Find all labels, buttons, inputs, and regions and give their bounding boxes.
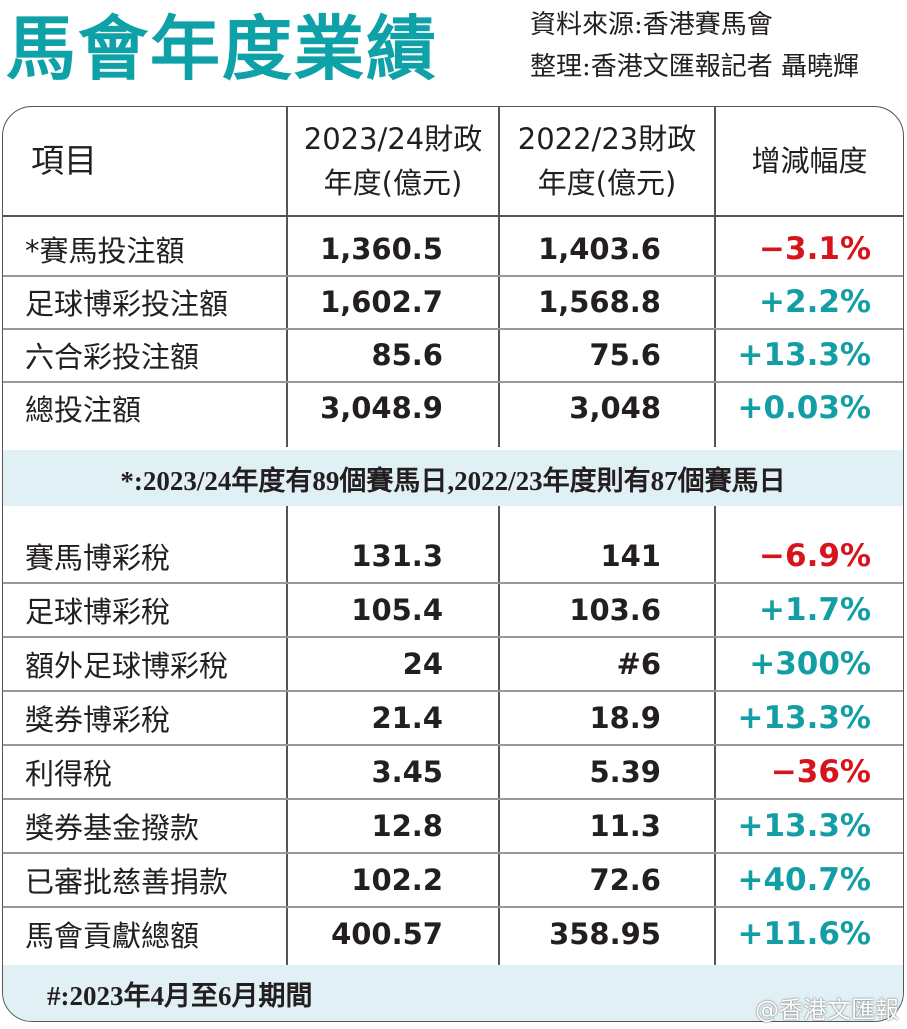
value-2023-24: 24 (402, 646, 443, 681)
compiler-note: 整理:香港文匯報記者 聶曉輝 (530, 52, 860, 82)
item-name: 馬會貢獻總額 (25, 918, 200, 953)
value-2022-23: 11.3 (589, 808, 661, 843)
table-row: 總投注額 3,048.9 3,048 +0.03% (3, 381, 903, 434)
value-2023-24: 12.8 (371, 808, 443, 843)
table-row: *賽馬投注額 1,360.5 1,403.6 −3.1% (3, 222, 903, 275)
change-value: −3.1% (759, 230, 871, 267)
item-name: 獎券基金撥款 (25, 810, 200, 845)
value-2023-24: 21.4 (371, 700, 443, 735)
value-2022-23: 103.6 (569, 592, 661, 627)
item-name: 總投注額 (25, 392, 142, 427)
table-row: 六合彩投注額 85.6 75.6 +13.3% (3, 328, 903, 381)
change-value: −6.9% (759, 537, 871, 574)
item-name: *賽馬投注額 (25, 233, 185, 268)
header-2023-24: 2023/24財政 年度(億元) (303, 122, 483, 200)
table-row: 賽馬博彩稅 131.3 141 −6.9% (3, 529, 903, 582)
source-note: 資料來源:香港賽馬會 (530, 10, 773, 40)
table-row: 利得稅 3.45 5.39 −36% (3, 745, 903, 798)
value-2023-24: 102.2 (351, 862, 443, 897)
item-name: 利得稅 (25, 756, 113, 791)
value-2022-23: 72.6 (589, 862, 661, 897)
item-name: 額外足球博彩稅 (25, 648, 229, 683)
change-value: −36% (770, 753, 871, 790)
value-2023-24: 400.57 (331, 916, 443, 951)
header-change: 增減幅度 (751, 144, 868, 178)
value-2023-24: 105.4 (351, 592, 443, 627)
value-2022-23: 358.95 (549, 916, 661, 951)
change-value: +40.7% (737, 861, 871, 898)
value-2022-23: 75.6 (589, 337, 661, 372)
value-2023-24: 131.3 (351, 538, 443, 573)
value-2022-23: 18.9 (589, 700, 661, 735)
table-row: 足球博彩稅 105.4 103.6 +1.7% (3, 583, 903, 636)
item-name: 六合彩投注額 (25, 339, 200, 374)
results-table: 項目 2023/24財政 年度(億元) 2022/23財政 年度(億元) 增減幅度 … (2, 106, 904, 1022)
table-row: 獎券基金撥款 12.8 11.3 +13.3% (3, 799, 903, 852)
change-value: +300% (749, 645, 871, 682)
item-name: 已審批慈善捐款 (25, 864, 229, 899)
table-row: 足球博彩投注額 1,602.7 1,568.8 +2.2% (3, 275, 903, 328)
page-title: 馬會年度業績 (6, 8, 438, 90)
item-name: 獎券博彩稅 (25, 702, 171, 737)
table-row: 額外足球博彩稅 24 #6 +300% (3, 637, 903, 690)
change-value: +11.6% (737, 915, 871, 952)
header-item: 項目 (31, 141, 97, 180)
change-value: +13.3% (737, 699, 871, 736)
change-value: +0.03% (737, 389, 871, 426)
item-name: 足球博彩投注額 (25, 286, 229, 321)
footnote-race-days: *:2023/24年度有89個賽馬日,2022/23年度則有87個賽馬日 (3, 450, 903, 506)
value-2023-24: 3.45 (371, 754, 443, 789)
value-2022-23: 141 (600, 538, 661, 573)
item-name: 賽馬博彩稅 (25, 540, 171, 575)
value-2022-23: 1,568.8 (538, 284, 661, 319)
value-2022-23: 3,048 (569, 390, 661, 425)
change-value: +1.7% (759, 591, 871, 628)
value-2023-24: 1,360.5 (320, 231, 443, 266)
value-2023-24: 85.6 (371, 337, 443, 372)
change-value: +2.2% (759, 283, 871, 320)
change-value: +13.3% (737, 336, 871, 373)
value-2022-23: 1,403.6 (538, 231, 661, 266)
value-2022-23: #6 (616, 646, 661, 681)
table-row: 馬會貢獻總額 400.57 358.95 +11.6% (3, 907, 903, 960)
value-2023-24: 1,602.7 (320, 284, 443, 319)
value-2023-24: 3,048.9 (320, 390, 443, 425)
header-2022-23: 2022/23財政 年度(億元) (517, 122, 697, 200)
footnote-period: #:2023年4月至6月期間 (3, 965, 903, 1021)
table-row: 已審批慈善捐款 102.2 72.6 +40.7% (3, 853, 903, 906)
change-value: +13.3% (737, 807, 871, 844)
table-row: 獎券博彩稅 21.4 18.9 +13.3% (3, 691, 903, 744)
value-2022-23: 5.39 (589, 754, 661, 789)
watermark: @香港文匯報 (755, 996, 899, 1024)
item-name: 足球博彩稅 (25, 594, 171, 629)
